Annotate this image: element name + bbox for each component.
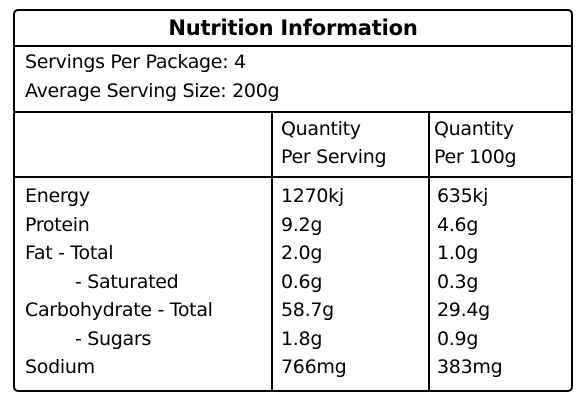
row-label-protein: Protein xyxy=(25,214,90,236)
value-protein-per-100g: 4.6g xyxy=(437,214,479,236)
value-sodium-per-serving: 766mg xyxy=(281,356,347,378)
value-carbohydrate-total-per-100g: 29.4g xyxy=(437,299,490,321)
row-label-sugars: - Sugars xyxy=(75,328,152,350)
value-fat-saturated-per-100g: 0.3g xyxy=(437,271,479,293)
panel-title: Nutrition Information xyxy=(168,16,418,40)
column-header-per-serving-line1: Quantity xyxy=(281,118,361,140)
average-serving-size: Average Serving Size: 200g xyxy=(25,80,280,102)
column-header-per-100g-line1: Quantity xyxy=(434,118,514,140)
column-divider xyxy=(428,111,430,390)
value-fat-total-per-100g: 1.0g xyxy=(437,242,479,264)
row-label-fat-total: Fat - Total xyxy=(25,242,114,264)
value-protein-per-serving: 9.2g xyxy=(281,214,323,236)
value-sugars-per-serving: 1.8g xyxy=(281,328,323,350)
divider xyxy=(15,45,571,47)
value-fat-saturated-per-serving: 0.6g xyxy=(281,271,323,293)
value-fat-total-per-serving: 2.0g xyxy=(281,242,323,264)
row-label-sodium: Sodium xyxy=(25,356,95,378)
divider xyxy=(15,111,571,113)
column-divider xyxy=(271,111,273,390)
row-label-energy: Energy xyxy=(25,185,90,207)
value-carbohydrate-total-per-serving: 58.7g xyxy=(281,299,334,321)
nutrition-panel: Nutrition Information Servings Per Packa… xyxy=(13,9,573,392)
column-header-per-serving-line2: Per Serving xyxy=(281,146,387,168)
value-energy-per-serving: 1270kj xyxy=(281,185,344,207)
servings-per-package: Servings Per Package: 4 xyxy=(25,51,246,73)
column-header-per-100g-line2: Per 100g xyxy=(434,146,517,168)
row-label-carbohydrate-total: Carbohydrate - Total xyxy=(25,299,213,321)
value-sodium-per-100g: 383mg xyxy=(437,356,503,378)
row-label-fat-saturated: - Saturated xyxy=(75,271,179,293)
value-energy-per-100g: 635kj xyxy=(437,185,489,207)
divider xyxy=(15,176,571,178)
value-sugars-per-100g: 0.9g xyxy=(437,328,479,350)
